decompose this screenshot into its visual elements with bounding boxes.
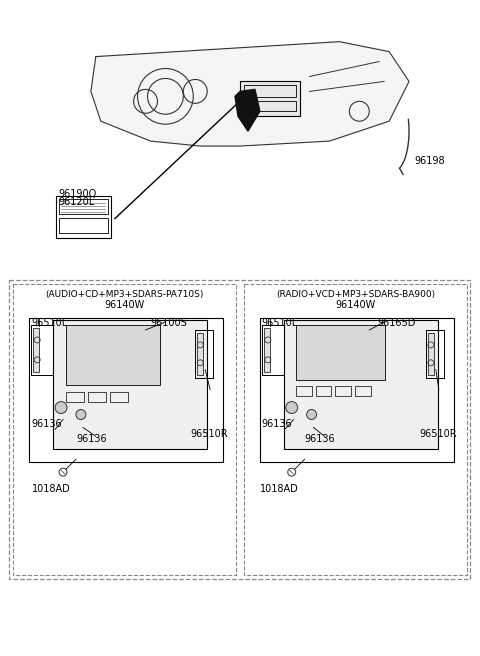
Bar (197, 333, 203, 375)
Circle shape (286, 401, 298, 413)
Text: 96136: 96136 (305, 434, 335, 444)
Bar (29, 318, 223, 462)
Text: 96136: 96136 (31, 419, 62, 430)
Bar (13, 284, 236, 575)
Bar (336, 386, 351, 396)
Bar (240, 81, 300, 116)
Text: 1018AD: 1018AD (32, 484, 71, 494)
Bar (296, 386, 312, 396)
Bar (33, 328, 39, 372)
Bar (56, 195, 111, 237)
Bar (428, 333, 434, 375)
Text: 96136: 96136 (262, 419, 292, 430)
Text: 96165D: 96165D (377, 318, 416, 328)
Bar (66, 325, 160, 384)
Bar (66, 392, 84, 401)
Bar (88, 392, 106, 401)
Bar (59, 199, 108, 214)
Polygon shape (235, 89, 260, 131)
Bar (355, 386, 371, 396)
Bar (426, 330, 444, 378)
Bar (244, 284, 467, 575)
Text: 96100S: 96100S (151, 318, 187, 328)
Text: 96198: 96198 (414, 156, 444, 166)
Bar (195, 330, 213, 378)
Bar (315, 386, 332, 396)
Polygon shape (91, 42, 409, 146)
Text: 96190Q: 96190Q (58, 189, 96, 199)
Text: (AUDIO+CD+MP3+SDARS-PA710S): (AUDIO+CD+MP3+SDARS-PA710S) (46, 290, 204, 299)
Bar (284, 320, 438, 449)
Text: (RADIO+VCD+MP3+SDARS-BA900): (RADIO+VCD+MP3+SDARS-BA900) (276, 290, 435, 299)
Text: 96510L: 96510L (31, 318, 68, 328)
Text: 1018AD: 1018AD (260, 484, 299, 494)
Text: 96136: 96136 (76, 434, 107, 444)
Text: 96140W: 96140W (335, 300, 375, 310)
Bar (262, 325, 284, 375)
Bar (244, 101, 296, 112)
Text: 96140W: 96140W (105, 300, 145, 310)
Bar (110, 392, 128, 401)
Bar (264, 328, 270, 372)
Bar (296, 325, 385, 380)
Bar (59, 218, 108, 233)
Bar (244, 85, 296, 97)
Bar (53, 320, 207, 449)
Circle shape (55, 401, 67, 413)
Text: 96510R: 96510R (419, 430, 456, 440)
Bar (9, 280, 469, 579)
Bar (31, 325, 53, 375)
Bar (260, 318, 454, 462)
Circle shape (76, 409, 86, 419)
Circle shape (307, 409, 316, 419)
Text: 96510L: 96510L (262, 318, 298, 328)
Text: 96510R: 96510R (190, 430, 228, 440)
Text: 96120L: 96120L (58, 197, 94, 207)
